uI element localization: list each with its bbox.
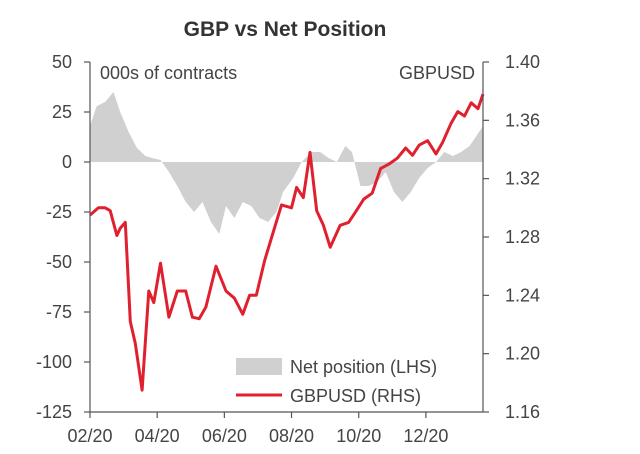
x-tick-label: 12/20 [403, 426, 448, 446]
left-tick-label: -50 [46, 252, 72, 272]
gbpusd-line-layer [89, 93, 485, 392]
gbpusd-line [89, 93, 485, 392]
x-tick-label: 04/20 [135, 426, 180, 446]
right-tick-label: 1.36 [505, 110, 540, 130]
right-tick-label: 1.28 [505, 227, 540, 247]
right-tick-label: 1.24 [505, 285, 540, 305]
legend: Net position (LHS) GBPUSD (RHS) [236, 357, 437, 406]
left-tick-label: -125 [36, 402, 72, 422]
left-tick-label: 0 [62, 152, 72, 172]
left-axis-ticks: 50 25 0 -25 -50 -75 -100 -125 [36, 52, 90, 422]
right-axis-label: GBPUSD [399, 63, 475, 83]
right-tick-label: 1.40 [505, 52, 540, 72]
left-tick-label: -25 [46, 202, 72, 222]
right-tick-label: 1.16 [505, 402, 540, 422]
x-axis-ticks: 02/20 04/20 06/20 08/20 10/20 12/20 [67, 412, 448, 446]
right-axis-ticks: 1.40 1.36 1.32 1.28 1.24 1.20 1.16 [483, 52, 540, 422]
x-tick-label: 10/20 [336, 426, 381, 446]
left-tick-label: 50 [52, 52, 72, 72]
x-tick-label: 06/20 [202, 426, 247, 446]
net-position-area-layer [90, 92, 483, 234]
x-tick-label: 08/20 [269, 426, 314, 446]
left-tick-label: 25 [52, 102, 72, 122]
legend-swatch-net-position [236, 358, 282, 375]
net-position-area [90, 92, 483, 234]
right-tick-label: 1.32 [505, 169, 540, 189]
left-tick-label: -100 [36, 352, 72, 372]
legend-label-gbpusd: GBPUSD (RHS) [290, 386, 421, 406]
right-tick-label: 1.20 [505, 344, 540, 364]
left-tick-label: -75 [46, 302, 72, 322]
x-tick-label: 02/20 [67, 426, 112, 446]
legend-label-net-position: Net position (LHS) [290, 357, 437, 377]
left-axis-label: 000s of contracts [100, 63, 237, 83]
chart-title: GBP vs Net Position [184, 18, 387, 41]
